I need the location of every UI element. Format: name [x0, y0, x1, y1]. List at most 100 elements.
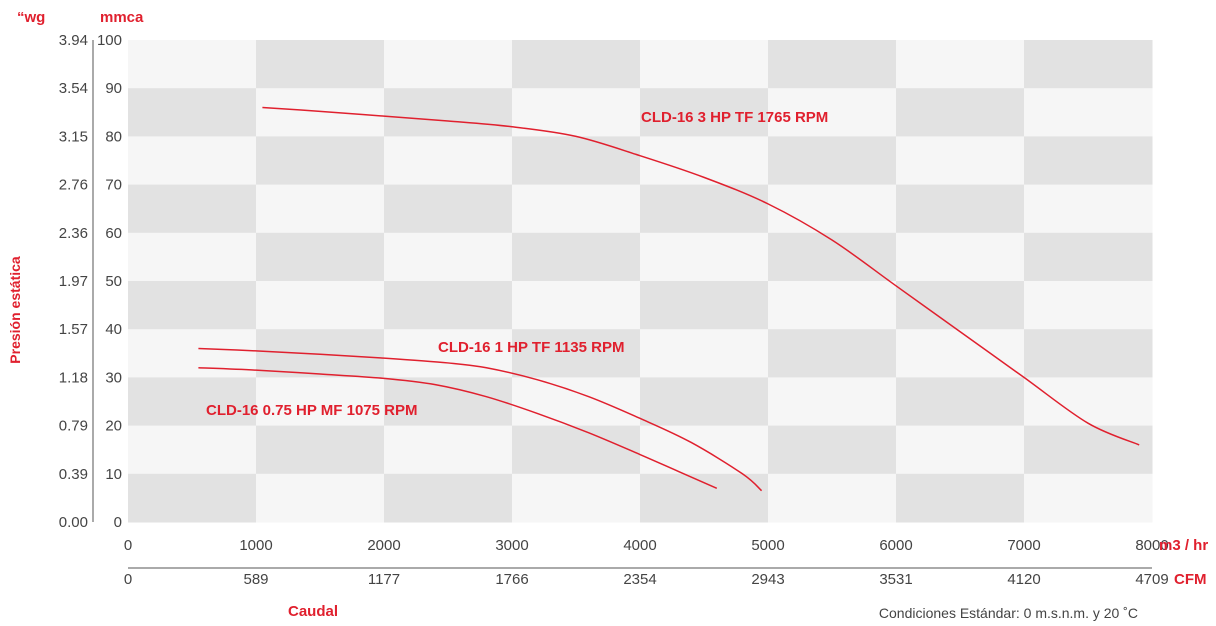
- y-tick-mmca: 10: [105, 466, 122, 483]
- grid-cell: [768, 184, 897, 234]
- grid-cell: [256, 232, 385, 282]
- conditions-note: Condiciones Estándar: 0 m.s.n.m. y 20 ˚C: [879, 605, 1138, 621]
- grid-cell: [896, 184, 1025, 234]
- grid-cell: [896, 40, 1025, 89]
- x-tick-m3hr: 0: [124, 537, 132, 554]
- grid-cell: [256, 425, 385, 475]
- grid-cell: [896, 329, 1025, 378]
- x-tick-cfm: 0: [124, 571, 132, 588]
- grid-cell: [640, 40, 769, 89]
- x-tick-m3hr: 5000: [751, 537, 784, 554]
- y-tick-wg: 2.76: [59, 177, 88, 194]
- x-tick-cfm: 2354: [623, 571, 656, 588]
- y-tick-wg: 3.15: [59, 128, 88, 145]
- x-tick-cfm: 2943: [751, 571, 784, 588]
- grid-cell: [1024, 184, 1153, 234]
- grid-cell: [384, 329, 513, 378]
- grid-cell: [768, 136, 897, 186]
- grid-cell: [384, 40, 513, 89]
- x-unit-m3hr: m3 / hr: [1159, 537, 1208, 554]
- y-tick-mmca: 60: [105, 225, 122, 242]
- grid-cell: [640, 232, 769, 282]
- grid-cell: [128, 473, 257, 523]
- series-line: [198, 367, 718, 489]
- y-unit-wg: “wg: [17, 9, 45, 26]
- x-tick-m3hr: 6000: [879, 537, 912, 554]
- grid-cell: [640, 281, 769, 330]
- x-tick-cfm: 4120: [1007, 571, 1040, 588]
- y-tick-mmca: 40: [105, 321, 122, 338]
- grid-cell: [128, 88, 257, 137]
- grid-cell: [640, 377, 769, 427]
- grid-cell: [128, 136, 257, 186]
- series-label: CLD-16 1 HP TF 1135 RPM: [438, 339, 624, 356]
- x-tick-m3hr: 4000: [623, 537, 656, 554]
- grid-cell: [896, 136, 1025, 186]
- y-tick-mmca: 90: [105, 80, 122, 97]
- performance-curves: [198, 106, 1140, 492]
- grid-cell: [896, 88, 1025, 137]
- grid-cell: [896, 425, 1025, 475]
- grid-cell: [896, 281, 1025, 330]
- grid-cell: [768, 425, 897, 475]
- y-tick-wg: 0.79: [59, 418, 88, 435]
- grid-cell: [896, 473, 1025, 523]
- y-tick-wg: 1.18: [59, 369, 88, 386]
- grid-cell: [640, 88, 769, 137]
- grid-cell: [128, 377, 257, 427]
- y-tick-wg: 2.36: [59, 225, 88, 242]
- series-label: CLD-16 3 HP TF 1765 RPM: [641, 109, 828, 126]
- x-tick-cfm: 4709: [1135, 571, 1168, 588]
- grid-cell: [384, 473, 513, 523]
- grid-cell: [768, 473, 897, 523]
- y-tick-mmca: 100: [97, 32, 122, 49]
- y-tick-wg: 1.57: [59, 321, 88, 338]
- x-tick-m3hr: 3000: [495, 537, 528, 554]
- x-tick-m3hr: 2000: [367, 537, 400, 554]
- y-tick-wg: 3.94: [59, 32, 88, 49]
- series-line: [198, 347, 763, 492]
- grid-cell: [128, 232, 257, 282]
- grid-cell: [128, 281, 257, 330]
- grid-cell: [384, 281, 513, 330]
- grid-cell: [1024, 136, 1153, 186]
- grid-cell: [512, 232, 641, 282]
- grid-cell: [768, 377, 897, 427]
- grid-cell: [384, 377, 513, 427]
- grid-cell: [1024, 232, 1153, 282]
- grid-cell: [1024, 40, 1153, 89]
- y-tick-wg: 0.00: [59, 514, 88, 531]
- grid-cell: [128, 40, 257, 89]
- grid-cell: [256, 377, 385, 427]
- series-line: [262, 106, 1140, 446]
- grid-cell: [1024, 329, 1153, 378]
- grid-cell: [384, 425, 513, 475]
- x-tick-cfm: 3531: [879, 571, 912, 588]
- grid-cell: [512, 329, 641, 378]
- x-tick-cfm: 589: [243, 571, 268, 588]
- grid-cell: [1024, 377, 1153, 427]
- y-tick-mmca: 50: [105, 273, 122, 290]
- series-labels: CLD-16 3 HP TF 1765 RPM CLD-16 1 HP TF 11…: [206, 109, 828, 419]
- x-unit-cfm: CFM: [1174, 571, 1207, 588]
- y-tick-mmca: 70: [105, 177, 122, 194]
- grid-cell: [256, 40, 385, 89]
- x-tick-m3hr: 1000: [239, 537, 272, 554]
- y-tick-labels: 0.00 0 0.39 10 0.79 20 1.18 30 1.57 40 1.97 50 2.36 6…: [59, 32, 122, 531]
- grid-cell: [256, 473, 385, 523]
- grid-cell: [768, 40, 897, 89]
- grid-cell: [896, 232, 1025, 282]
- grid-cell: [256, 136, 385, 186]
- grid-cell: [1024, 88, 1153, 137]
- grid-cell: [128, 184, 257, 234]
- grid-cell: [128, 425, 257, 475]
- y-tick-wg: 3.54: [59, 80, 88, 97]
- background-bands: [128, 40, 1153, 523]
- series-label: CLD-16 0.75 HP MF 1075 RPM: [206, 402, 417, 419]
- y-tick-mmca: 0: [114, 514, 122, 531]
- grid-cell: [256, 281, 385, 330]
- grid-cell: [384, 184, 513, 234]
- grid-cell: [384, 136, 513, 186]
- x-tick-m3hr: 7000: [1007, 537, 1040, 554]
- x-axis-title: Caudal: [288, 603, 338, 620]
